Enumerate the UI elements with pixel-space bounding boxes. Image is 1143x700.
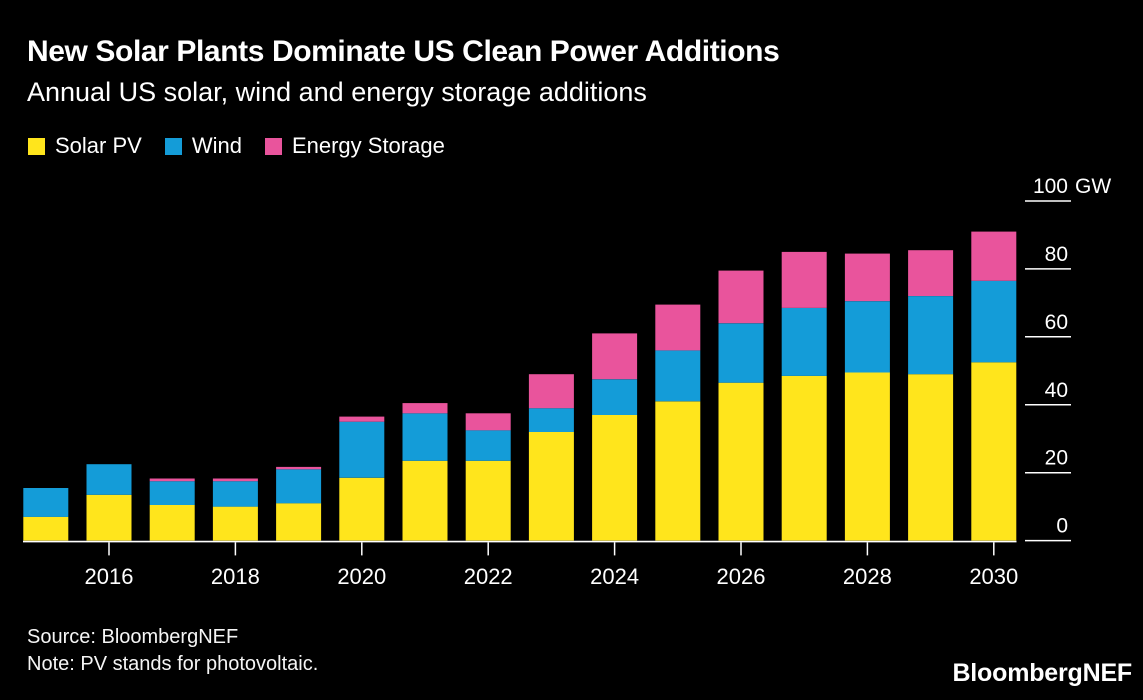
bar-segment-2028-wind (844, 301, 890, 373)
footer-notes: Source: BloombergNEF Note: PV stands for… (27, 624, 318, 678)
bar-segment-2015-wind (23, 488, 69, 517)
x-axis-label-2028: 2028 (843, 564, 892, 589)
x-axis-label-2018: 2018 (211, 564, 260, 589)
y-axis-label-20: 20 (1045, 447, 1068, 470)
bar-segment-2018-solar-pv (212, 506, 258, 541)
bar-segment-2026-energy-storage (718, 270, 764, 324)
x-axis-label-2026: 2026 (717, 564, 766, 589)
bar-segment-2021-wind (402, 413, 448, 461)
solar-pv-swatch-icon (28, 137, 45, 155)
bar-segment-2018-energy-storage (212, 478, 258, 482)
bar-segment-2030-wind (971, 280, 1017, 363)
bar-segment-2027-energy-storage (781, 251, 827, 308)
bloombergnef-logo: BloombergNEF (952, 659, 1132, 687)
bar-segment-2022-energy-storage (465, 413, 511, 431)
bar-segment-2023-energy-storage (528, 374, 574, 409)
bar-segment-2026-solar-pv (718, 382, 764, 541)
energy-storage-swatch-icon (264, 137, 282, 155)
bar-segment-2018-wind (212, 481, 258, 507)
bar-segment-2026-wind (718, 323, 764, 383)
bar-segment-2027-wind (781, 308, 827, 376)
bar-segment-2021-solar-pv (402, 460, 448, 541)
x-axis-label-2022: 2022 (464, 564, 513, 589)
bar-segment-2029-wind (908, 296, 954, 375)
bar-segment-2020-wind (339, 421, 385, 478)
y-axis-unit-label: GW (1075, 175, 1111, 198)
bar-segment-2024-solar-pv (592, 414, 638, 541)
bar-segment-2017-solar-pv (149, 504, 195, 541)
bar-segment-2020-solar-pv (339, 477, 385, 541)
bar-segment-2024-wind (592, 379, 638, 415)
legend-item-energy-storage: Energy Storage (264, 133, 445, 159)
source-note: Source: BloombergNEF (27, 626, 239, 648)
x-axis-label-2016: 2016 (85, 564, 134, 589)
bar-segment-2017-energy-storage (149, 478, 195, 482)
bar-segment-2022-wind (465, 430, 511, 461)
chart-title: New Solar Plants Dominate US Clean Power… (27, 35, 780, 68)
bar-segment-2017-wind (149, 481, 195, 505)
x-axis-label-2024: 2024 (590, 564, 639, 589)
pv-note: Note: PV stands for photovoltaic. (27, 653, 319, 675)
legend-item-wind: Wind (164, 133, 242, 159)
y-axis-label-60: 60 (1045, 311, 1068, 334)
y-axis-label-80: 80 (1045, 243, 1068, 266)
bar-segment-2027-solar-pv (781, 375, 827, 541)
legend-label-energy-storage: Energy Storage (291, 133, 445, 158)
y-axis-label-100: 100 (1033, 175, 1068, 198)
bar-segment-2029-solar-pv (908, 374, 954, 541)
bar-segment-2016-solar-pv (86, 494, 132, 541)
bar-segment-2030-energy-storage (971, 231, 1017, 281)
bar-segment-2028-solar-pv (844, 372, 890, 541)
bar-segment-2025-energy-storage (655, 304, 701, 351)
bar-segment-2025-solar-pv (655, 401, 701, 541)
legend: Solar PV Wind Energy Storage (28, 133, 468, 159)
legend-label-wind: Wind (191, 133, 242, 158)
bar-segment-2023-wind (528, 408, 574, 432)
bar-segment-2022-solar-pv (465, 460, 511, 541)
y-axis-label-0: 0 (1056, 515, 1068, 538)
bar-segment-2029-energy-storage (908, 250, 954, 296)
bar-segment-2020-energy-storage (339, 416, 385, 422)
y-axis-label-40: 40 (1045, 379, 1068, 402)
bar-segment-2024-energy-storage (592, 333, 638, 380)
bar-segment-2030-solar-pv (971, 362, 1017, 541)
bar-segment-2025-wind (655, 350, 701, 402)
bar-segment-2019-wind (276, 469, 322, 504)
x-axis-label-2030: 2030 (969, 564, 1018, 589)
bar-segment-2028-energy-storage (844, 253, 890, 302)
legend-label-solar-pv: Solar PV (55, 133, 142, 158)
bar-segment-2016-wind (86, 464, 132, 495)
bar-segment-2015-solar-pv (23, 516, 69, 541)
x-axis-label-2020: 2020 (337, 564, 386, 589)
chart-subtitle: Annual US solar, wind and energy storage… (27, 77, 647, 107)
bar-segment-2021-energy-storage (402, 403, 448, 414)
bar-segment-2023-solar-pv (528, 431, 574, 541)
wind-swatch-icon (164, 137, 182, 155)
bar-segment-2019-solar-pv (276, 503, 322, 541)
bar-segment-2019-energy-storage (276, 466, 322, 470)
legend-item-solar-pv: Solar PV (28, 133, 142, 159)
